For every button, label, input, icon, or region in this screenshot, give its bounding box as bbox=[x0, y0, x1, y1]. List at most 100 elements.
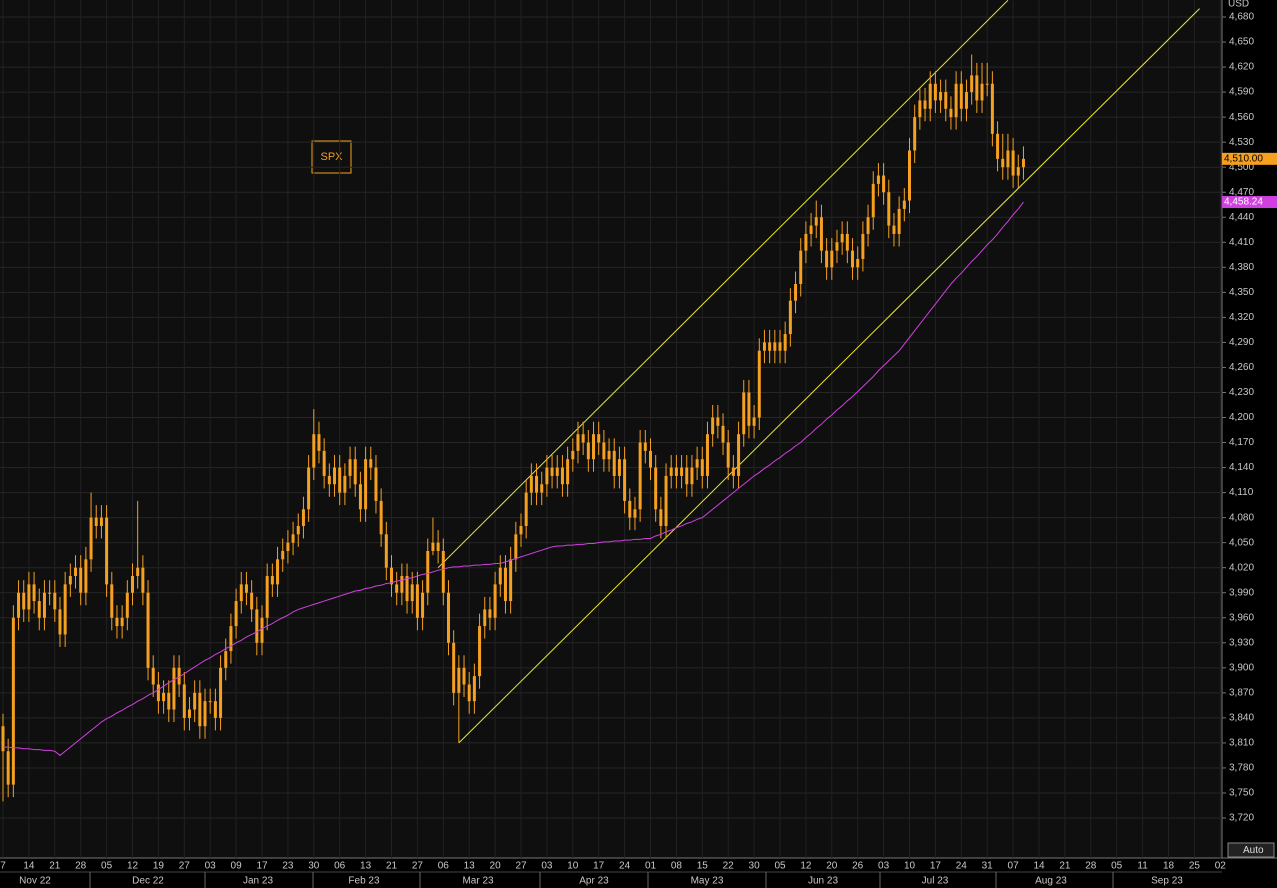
y-tick-label: 4,680 bbox=[1229, 12, 1254, 23]
candle-body bbox=[851, 250, 855, 268]
candle-body bbox=[788, 300, 792, 335]
candle-body bbox=[892, 225, 896, 234]
candle-body bbox=[99, 517, 103, 526]
candle-body bbox=[22, 592, 26, 610]
candle-body bbox=[964, 92, 968, 109]
candle-body bbox=[592, 434, 596, 460]
x-tick-label: 10 bbox=[904, 861, 916, 872]
candle-body bbox=[446, 592, 450, 643]
candle-body bbox=[705, 434, 709, 476]
candle-body bbox=[436, 542, 440, 551]
candle-body bbox=[151, 667, 155, 685]
candle-body bbox=[89, 517, 93, 560]
candle-body bbox=[540, 484, 544, 493]
candle-body bbox=[576, 434, 580, 451]
candle-body bbox=[617, 459, 621, 476]
candle-body bbox=[819, 217, 823, 251]
candle-body bbox=[664, 475, 668, 526]
candle-body bbox=[17, 592, 21, 618]
x-tick-label: 05 bbox=[774, 861, 786, 872]
x-tick-label: 30 bbox=[749, 861, 761, 872]
y-tick-label: 3,810 bbox=[1229, 738, 1254, 749]
y-tick-label: 4,140 bbox=[1229, 462, 1254, 473]
plot bbox=[1, 0, 1200, 802]
candle-body bbox=[136, 567, 140, 577]
candle-body bbox=[923, 100, 927, 109]
x-tick-label: 03 bbox=[878, 861, 890, 872]
candle-body bbox=[379, 500, 383, 535]
candle-body bbox=[768, 342, 772, 351]
y-tick-label: 4,590 bbox=[1229, 87, 1254, 98]
x-tick-label: 14 bbox=[1033, 861, 1045, 872]
candle-body bbox=[845, 233, 849, 251]
x-tick-label: 03 bbox=[541, 861, 553, 872]
candle-body bbox=[716, 417, 720, 426]
candle-body bbox=[441, 551, 445, 593]
candle-body bbox=[84, 559, 88, 593]
candle-body bbox=[286, 542, 290, 551]
candle-body bbox=[203, 701, 207, 727]
candle-body bbox=[980, 83, 984, 101]
moving-average-line bbox=[3, 201, 1024, 757]
candle-body bbox=[270, 576, 274, 585]
candle-body bbox=[990, 83, 994, 134]
candle-body bbox=[597, 434, 601, 443]
x-tick-label: 26 bbox=[852, 861, 864, 872]
candle-body bbox=[700, 459, 704, 476]
y-tick-label: 4,560 bbox=[1229, 112, 1254, 123]
y-tick-label: 3,990 bbox=[1229, 587, 1254, 598]
y-tick-label: 3,750 bbox=[1229, 788, 1254, 799]
candle-body bbox=[493, 584, 497, 618]
candle-body bbox=[120, 617, 124, 627]
candle-body bbox=[498, 567, 502, 585]
candle-body bbox=[177, 667, 181, 685]
candle-body bbox=[623, 459, 627, 501]
candle-body bbox=[390, 567, 393, 585]
candle-body bbox=[711, 417, 715, 435]
candle-body bbox=[550, 467, 554, 476]
x-tick-label: 20 bbox=[490, 861, 502, 872]
candle-body bbox=[244, 584, 248, 593]
candle-body bbox=[431, 542, 435, 551]
candle-body bbox=[467, 684, 471, 702]
y-tick-label: 3,840 bbox=[1229, 713, 1254, 724]
y-tick-label: 4,080 bbox=[1229, 512, 1254, 523]
candle-body bbox=[472, 676, 476, 702]
candle-body bbox=[794, 284, 798, 301]
y-tick-label: 3,960 bbox=[1229, 612, 1254, 623]
candle-body bbox=[74, 567, 78, 577]
candle-body bbox=[301, 509, 305, 526]
candle-body bbox=[535, 475, 539, 493]
candle-body bbox=[830, 250, 834, 268]
candle-body bbox=[737, 434, 741, 476]
candle-body bbox=[809, 225, 813, 234]
candle-body bbox=[742, 392, 746, 435]
candle-body bbox=[783, 334, 787, 351]
candle-body bbox=[602, 442, 606, 460]
candle-body bbox=[296, 525, 300, 535]
candle-body bbox=[690, 467, 694, 485]
candle-body bbox=[483, 609, 487, 627]
x-tick-label: 02 bbox=[1215, 861, 1227, 872]
candle-body bbox=[944, 92, 948, 109]
x-month-label: May 23 bbox=[691, 876, 724, 887]
candle-body bbox=[680, 467, 684, 476]
candle-body bbox=[1006, 150, 1010, 168]
auto-button[interactable] bbox=[1227, 842, 1275, 858]
candle-body bbox=[239, 584, 243, 602]
x-month-label: Jun 23 bbox=[808, 876, 838, 887]
x-tick-label: 31 bbox=[982, 861, 994, 872]
candle-body bbox=[208, 701, 212, 703]
candle-body bbox=[825, 250, 829, 268]
candle-body bbox=[835, 242, 839, 251]
candle-body bbox=[503, 567, 507, 602]
y-tick-label: 4,320 bbox=[1229, 312, 1254, 323]
candle-body bbox=[861, 233, 865, 259]
x-tick-label: 06 bbox=[438, 861, 450, 872]
x-axis-panel bbox=[0, 858, 1222, 888]
auto-button-label[interactable]: Auto bbox=[1243, 845, 1264, 856]
x-tick-label: 10 bbox=[567, 861, 579, 872]
candle-body bbox=[638, 442, 642, 510]
candle-body bbox=[37, 601, 41, 618]
candle-body bbox=[405, 576, 409, 602]
